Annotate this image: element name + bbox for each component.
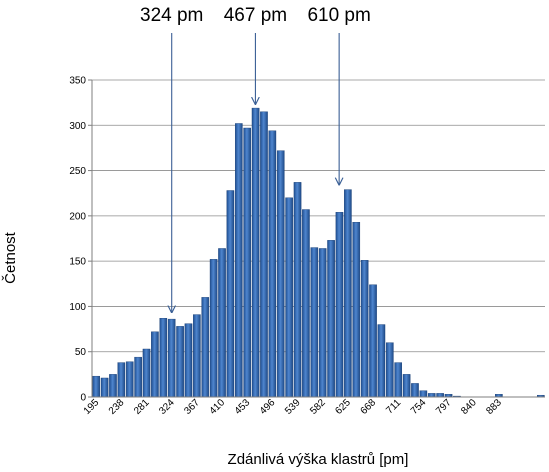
x-tick-label: 625 <box>333 397 353 417</box>
annotations: 324 pm 467 pm 610 pm <box>140 5 371 312</box>
x-tick-label: 797 <box>434 397 454 417</box>
bar <box>226 190 235 398</box>
x-axis-title: Zdánlivá výška klastrů [pm] <box>228 451 409 468</box>
y-tick-label: 150 <box>69 257 86 268</box>
bar <box>394 362 403 398</box>
y-tick-label: 250 <box>69 166 86 177</box>
y-tick-label: 350 <box>69 76 86 87</box>
bar <box>285 197 293 398</box>
annotation-label: 610 pm <box>307 5 370 26</box>
bar <box>117 362 126 398</box>
bar <box>318 248 327 398</box>
x-tick-label: 582 <box>308 397 328 417</box>
axes <box>88 79 545 398</box>
bar <box>335 212 344 398</box>
y-tick-label: 0 <box>80 393 86 404</box>
bar <box>184 323 193 398</box>
bar <box>92 375 101 398</box>
bar <box>201 297 210 398</box>
bar <box>167 318 176 398</box>
y-tick-label: 300 <box>69 121 86 132</box>
x-tick-labels: 195 238 281 324 367 410 453 496 539 582 625 668 711 7… <box>82 397 505 417</box>
bar <box>109 374 117 398</box>
x-tick-label: 367 <box>182 397 202 417</box>
bar <box>159 318 168 398</box>
bar <box>344 189 352 398</box>
bar <box>293 182 302 398</box>
x-tick-label: 883 <box>484 397 504 417</box>
bar <box>125 361 134 398</box>
bar <box>310 247 319 398</box>
bar <box>360 260 369 398</box>
bar <box>260 111 268 398</box>
x-tick-label: 281 <box>132 397 152 417</box>
y-tick-label: 50 <box>75 347 87 358</box>
y-tick-label: 200 <box>69 211 86 222</box>
bar <box>402 374 411 398</box>
annotation-label: 324 pm <box>140 5 203 26</box>
x-tick-label: 711 <box>384 397 403 416</box>
x-tick-label: 238 <box>107 397 127 417</box>
x-tick-label: 453 <box>233 397 253 417</box>
x-tick-label: 754 <box>409 397 429 417</box>
x-tick-label: 324 <box>157 397 177 417</box>
bars <box>92 107 545 398</box>
bar <box>251 107 260 398</box>
bar <box>151 331 159 398</box>
x-tick-label: 539 <box>283 397 303 417</box>
bar <box>234 123 243 398</box>
annotation-label: 467 pm <box>224 5 287 26</box>
bar <box>218 248 226 398</box>
bar <box>100 377 109 398</box>
bar <box>427 393 436 398</box>
y-tick-label: 100 <box>69 302 86 313</box>
x-tick-label: 496 <box>258 397 278 417</box>
bar <box>377 324 386 398</box>
bar <box>369 284 377 398</box>
bar <box>176 326 184 398</box>
bar <box>142 348 151 398</box>
y-axis-title: Četnost <box>2 231 19 284</box>
x-tick-label: 410 <box>208 397 228 417</box>
bar <box>385 342 394 398</box>
bar <box>209 259 218 398</box>
bar <box>419 390 428 398</box>
bar <box>243 127 252 398</box>
bar <box>327 240 335 398</box>
gridlines <box>92 79 545 353</box>
bar <box>276 150 285 398</box>
bar <box>193 314 201 398</box>
bar <box>352 221 361 398</box>
bar <box>302 209 310 398</box>
x-tick-label: 668 <box>359 397 379 417</box>
y-tick-labels: 0 50 100 150 200 250 300 350 <box>69 76 86 404</box>
bar <box>268 130 277 398</box>
bar <box>436 393 444 398</box>
bar <box>134 356 142 398</box>
bar <box>411 383 419 398</box>
x-tick-label: 840 <box>459 397 479 417</box>
